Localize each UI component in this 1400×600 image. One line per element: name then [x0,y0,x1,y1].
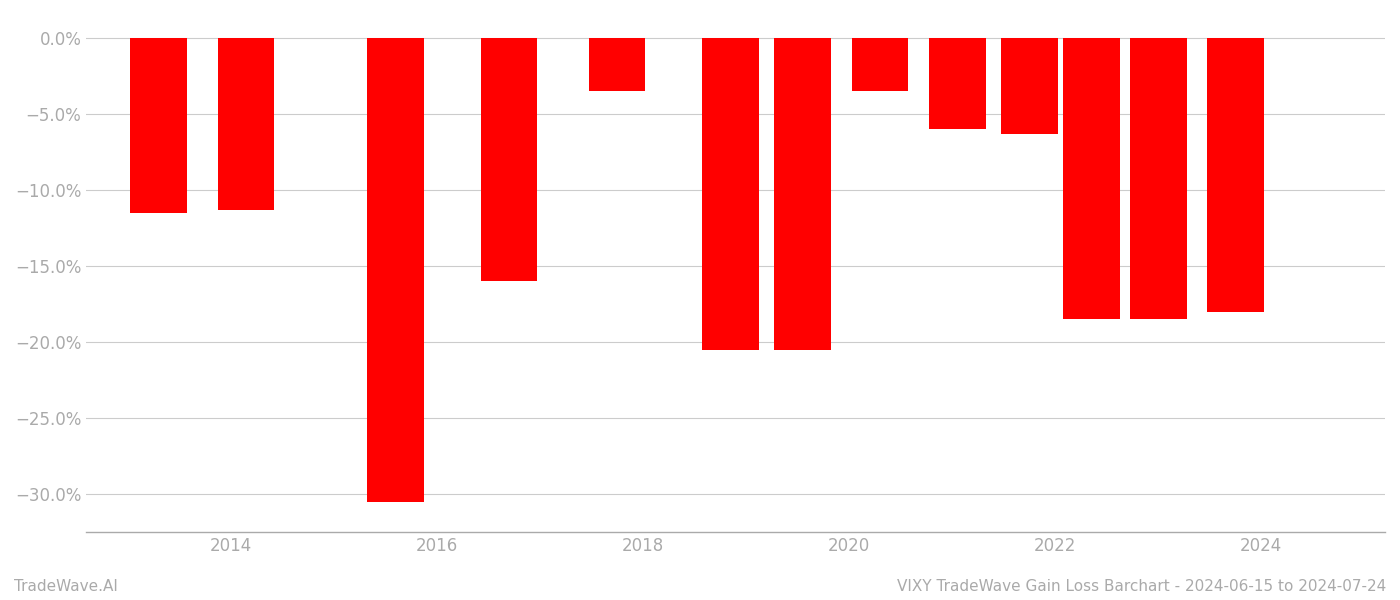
Text: VIXY TradeWave Gain Loss Barchart - 2024-06-15 to 2024-07-24: VIXY TradeWave Gain Loss Barchart - 2024… [897,579,1386,594]
Bar [1063,38,1120,319]
Bar [703,38,759,350]
Bar [367,38,424,502]
Bar [480,38,538,281]
Bar [217,38,274,209]
Bar [928,38,986,129]
Bar [589,38,645,91]
Bar [1130,38,1187,319]
Bar [130,38,186,213]
Bar [1207,38,1264,311]
Bar [851,38,909,91]
Text: TradeWave.AI: TradeWave.AI [14,579,118,594]
Bar [774,38,832,350]
Bar [1001,38,1058,134]
Bar [367,38,424,61]
